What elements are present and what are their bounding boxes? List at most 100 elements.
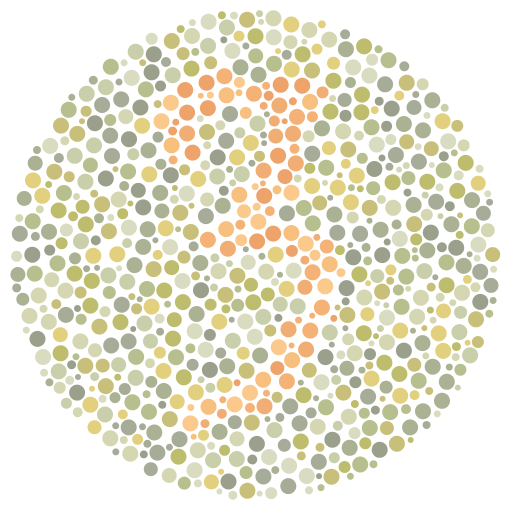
ground-dot: [295, 200, 312, 216]
ground-dot: [471, 336, 484, 348]
ground-dot: [336, 172, 343, 179]
ground-dot: [225, 260, 233, 268]
ground-dot: [449, 182, 466, 199]
ground-dot: [434, 392, 450, 409]
ground-dot: [123, 69, 140, 86]
ground-dot: [46, 163, 63, 180]
ground-dot: [113, 91, 130, 108]
ground-dot: [236, 346, 250, 360]
figure-dot: [233, 76, 245, 88]
figure-dot: [321, 256, 338, 273]
ground-dot: [356, 185, 364, 193]
ground-dot: [221, 304, 231, 314]
ground-dot: [134, 117, 151, 134]
ground-dot: [485, 247, 501, 263]
ground-dot: [318, 159, 335, 176]
ground-dot: [451, 342, 461, 352]
ground-dot: [44, 244, 56, 256]
ground-dot: [203, 328, 216, 341]
ground-dot: [86, 115, 103, 132]
ground-dot: [233, 30, 245, 42]
ground-dot: [169, 394, 185, 410]
ground-dot: [172, 204, 189, 221]
ground-dot: [392, 387, 409, 404]
ground-dot: [423, 112, 431, 119]
ground-dot: [242, 42, 250, 50]
ground-dot: [406, 100, 422, 115]
ground-dot: [127, 148, 140, 161]
ground-dot: [414, 143, 422, 151]
ground-dot: [237, 313, 254, 330]
ground-dot: [124, 394, 141, 411]
ground-dot: [425, 387, 434, 395]
ground-dot: [53, 381, 66, 394]
ground-dot: [75, 199, 90, 214]
ground-dot: [68, 93, 76, 101]
ground-dot: [260, 287, 275, 302]
ground-dot: [149, 444, 166, 461]
ground-dot: [191, 271, 201, 281]
ground-dot: [146, 424, 163, 441]
figure-dot: [277, 169, 293, 185]
ground-dot: [100, 223, 117, 240]
ground-dot: [453, 170, 464, 181]
ground-dot: [421, 191, 429, 199]
ground-dot: [277, 271, 283, 278]
ground-dot: [304, 178, 321, 194]
ground-dot: [385, 199, 402, 216]
ground-dot: [153, 100, 162, 109]
figure-dot: [263, 90, 274, 101]
ground-dot: [484, 190, 492, 198]
ground-dot: [55, 185, 72, 201]
ground-dot: [301, 362, 317, 378]
ground-dot: [102, 58, 119, 75]
figure-dot: [153, 113, 170, 130]
ground-dot: [156, 327, 165, 336]
figure-dot: [219, 396, 227, 404]
ground-dot: [376, 195, 386, 204]
figure-dot: [198, 74, 215, 91]
ground-dot: [244, 277, 258, 292]
ground-dot: [374, 300, 381, 307]
ground-dot: [419, 242, 436, 259]
ground-dot: [415, 122, 431, 139]
ground-dot: [354, 130, 364, 141]
ground-dot: [135, 238, 152, 255]
ground-dot: [207, 441, 216, 450]
ground-dot: [247, 28, 264, 45]
ground-dot: [297, 379, 304, 386]
figure-dot: [288, 97, 297, 106]
ground-dot: [422, 421, 431, 429]
ground-dot: [409, 390, 420, 401]
ground-dot: [386, 276, 395, 285]
ground-dot: [127, 369, 144, 386]
ground-dot: [285, 262, 302, 279]
ground-dot: [321, 31, 338, 48]
ground-dot: [252, 347, 269, 364]
ground-dot: [346, 211, 359, 224]
ground-dot: [152, 249, 163, 260]
ground-dot: [457, 139, 470, 152]
figure-dot: [259, 180, 266, 187]
ground-dot: [177, 476, 191, 490]
ground-dot: [384, 174, 401, 191]
ground-dot: [166, 312, 182, 328]
ground-dot: [111, 357, 127, 373]
ground-dot: [464, 339, 471, 346]
ground-dot: [489, 297, 497, 304]
ground-dot: [103, 337, 120, 354]
ground-dot: [98, 394, 107, 403]
ground-dot: [383, 238, 391, 246]
ground-dot: [53, 117, 69, 134]
figure-dot: [295, 316, 303, 324]
ground-dot: [176, 25, 185, 34]
ground-dot: [154, 313, 165, 324]
ground-dot: [366, 217, 373, 224]
figure-dot: [184, 144, 201, 161]
ground-dot: [100, 267, 117, 284]
ground-dot: [255, 308, 272, 325]
figure-dot: [285, 244, 298, 257]
ground-dot: [72, 353, 80, 361]
ground-dot: [363, 256, 373, 266]
ground-dot: [104, 114, 117, 126]
